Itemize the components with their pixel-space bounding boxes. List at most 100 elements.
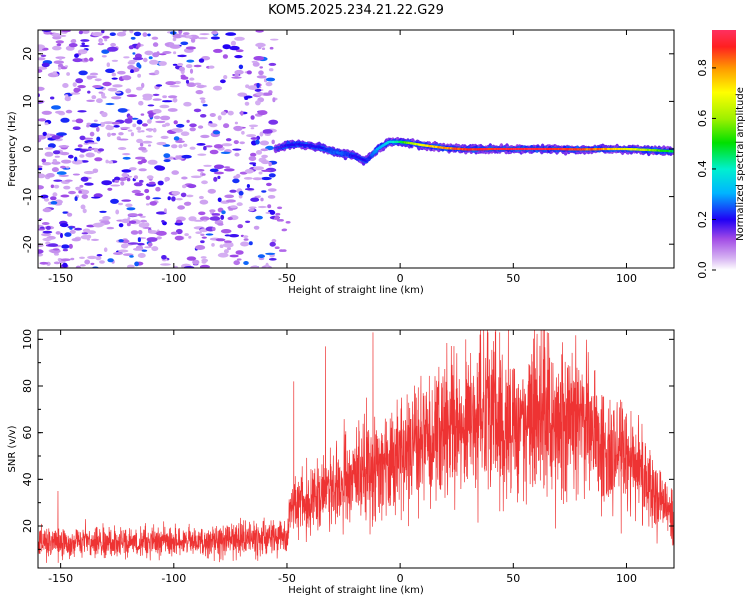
noise-speckle <box>269 46 274 50</box>
noise-speckle <box>127 65 135 70</box>
noise-speckle <box>197 153 207 156</box>
noise-speckle <box>223 123 230 129</box>
noise-speckle <box>221 210 226 215</box>
y-tick-label: 0 <box>21 146 34 153</box>
noise-speckle <box>64 65 69 68</box>
noise-speckle <box>279 249 284 252</box>
noise-speckle <box>79 184 84 188</box>
noise-speckle <box>52 150 61 155</box>
noise-speckle <box>59 151 70 156</box>
noise-speckle <box>44 147 54 150</box>
noise-speckle <box>144 50 154 56</box>
noise-speckle <box>175 198 183 201</box>
noise-speckle <box>105 102 115 106</box>
noise-speckle <box>113 125 120 128</box>
noise-speckle <box>85 152 95 158</box>
noise-speckle <box>258 70 264 76</box>
noise-speckle <box>75 118 84 124</box>
noise-speckle <box>172 37 177 42</box>
noise-speckle <box>72 82 77 87</box>
noise-speckle <box>271 139 275 145</box>
noise-speckle <box>141 82 145 88</box>
noise-speckle <box>90 262 95 266</box>
x-tick-label: -100 <box>161 272 186 285</box>
noise-speckle <box>107 258 114 263</box>
noise-speckle <box>213 130 221 135</box>
noise-speckle <box>78 190 82 194</box>
noise-speckle <box>186 256 197 261</box>
noise-speckle <box>132 247 144 251</box>
noise-speckle <box>183 201 192 206</box>
x-tick-label: -100 <box>161 572 186 585</box>
noise-speckle <box>178 144 183 149</box>
noise-speckle <box>183 32 190 36</box>
noise-speckle <box>255 215 263 220</box>
noise-speckle <box>186 82 197 87</box>
noise-speckle <box>118 202 123 206</box>
noise-speckle <box>167 108 178 112</box>
colorbar-ticks: 0.0 0.2 0.4 0.6 0.8 <box>696 59 716 279</box>
noise-speckle <box>235 173 241 179</box>
noise-speckle <box>222 242 234 248</box>
noise-speckle <box>65 109 73 114</box>
noise-speckle <box>98 91 104 94</box>
noise-speckle <box>179 34 187 38</box>
noise-speckle <box>127 242 139 245</box>
noise-speckle <box>257 205 267 209</box>
colorbar-tick-label: 0.4 <box>696 160 709 178</box>
x-tick-label: -150 <box>48 572 73 585</box>
noise-speckle <box>75 78 84 84</box>
noise-speckle <box>109 32 116 36</box>
noise-speckle <box>234 73 239 77</box>
noise-speckle <box>50 96 55 100</box>
noise-speckle <box>56 43 62 47</box>
noise-speckle <box>58 174 69 177</box>
noise-speckle <box>210 36 220 40</box>
noise-speckle <box>171 170 179 175</box>
noise-speckle <box>74 156 78 162</box>
noise-speckle <box>40 194 49 199</box>
noise-speckle <box>80 39 90 42</box>
noise-speckle <box>229 45 240 51</box>
noise-speckle <box>248 241 253 246</box>
noise-speckle <box>243 177 253 180</box>
noise-speckle <box>257 110 268 116</box>
noise-speckle <box>128 220 137 224</box>
noise-speckle <box>44 151 54 157</box>
noise-speckle <box>78 30 83 35</box>
noise-speckle <box>211 227 216 231</box>
noise-speckle <box>38 228 45 231</box>
noise-speckle <box>101 180 113 186</box>
noise-speckle <box>136 86 143 91</box>
noise-speckle <box>60 258 71 262</box>
noise-speckle <box>164 122 170 127</box>
noise-speckle <box>133 175 138 180</box>
noise-speckle <box>173 51 177 55</box>
noise-speckle <box>111 132 117 136</box>
noise-speckle <box>252 163 256 167</box>
noise-speckle <box>207 188 216 194</box>
noise-speckle <box>64 96 72 102</box>
noise-speckle <box>231 76 242 79</box>
noise-speckle <box>173 120 178 125</box>
noise-speckle <box>200 134 210 139</box>
noise-speckle <box>70 39 77 44</box>
noise-speckle <box>41 30 52 33</box>
noise-speckle <box>38 86 45 91</box>
spectrogram-noise <box>38 30 291 268</box>
noise-speckle <box>110 198 119 204</box>
noise-speckle <box>250 265 260 268</box>
noise-speckle <box>112 84 123 88</box>
noise-speckle <box>178 30 183 35</box>
noise-speckle <box>243 261 249 265</box>
noise-speckle <box>117 108 128 113</box>
noise-speckle <box>81 232 89 235</box>
noise-speckle <box>180 131 190 136</box>
noise-speckle <box>140 219 148 223</box>
noise-speckle <box>188 216 197 222</box>
noise-speckle <box>198 211 206 216</box>
noise-speckle <box>110 184 121 187</box>
noise-speckle <box>255 42 266 48</box>
noise-speckle <box>107 132 111 138</box>
